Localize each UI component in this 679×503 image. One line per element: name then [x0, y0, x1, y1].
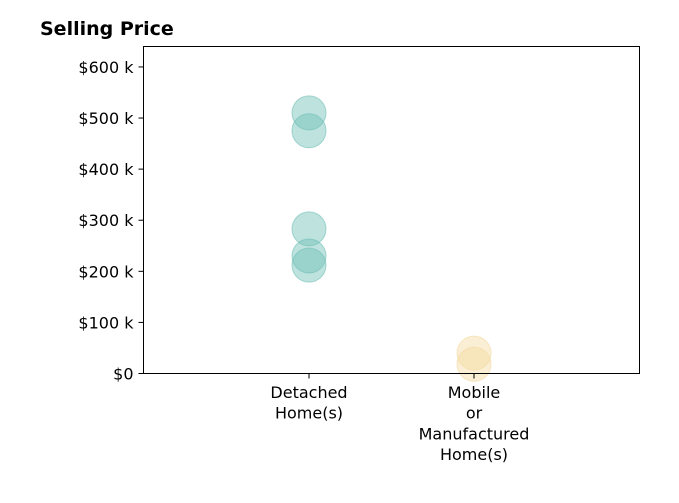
- data-point: [456, 335, 492, 371]
- data-point: [291, 238, 327, 274]
- y-tick-label: $0: [113, 365, 133, 384]
- y-tick-label: $300 k: [78, 211, 134, 230]
- x-tick-label-line: Home(s): [440, 445, 508, 464]
- y-tick-label: $400 k: [78, 160, 134, 179]
- x-tick-label: Mobile or Manufactured Home(s): [419, 383, 530, 464]
- x-tick-label-line: or: [466, 404, 483, 423]
- y-tick-label: $200 k: [78, 262, 134, 281]
- x-tick-label-line: Mobile: [448, 383, 500, 402]
- x-tick-label-line: Detached: [270, 383, 347, 402]
- y-tick-label: $100 k: [78, 313, 134, 332]
- y-tick-label: $600 k: [78, 58, 134, 77]
- data-point: [456, 346, 492, 382]
- x-tick-label: Detached Home(s): [270, 383, 347, 423]
- x-tick-label-line: Home(s): [275, 404, 343, 423]
- plot-frame: [143, 46, 640, 374]
- data-point: [291, 211, 327, 247]
- data-point: [291, 113, 327, 149]
- y-axis: $0 $100 k $200 k $300 k $400 k $500 k $600 k: [78, 58, 144, 384]
- data-point: [291, 95, 327, 131]
- x-tick-label-line: Manufactured: [419, 424, 530, 443]
- chart-title: Selling Price: [40, 18, 174, 40]
- data-point: [291, 247, 327, 283]
- data-marks: [291, 95, 492, 382]
- y-tick-label: $500 k: [78, 109, 134, 128]
- x-axis: Detached Home(s) Mobile or Manufactured Home(…: [270, 373, 530, 464]
